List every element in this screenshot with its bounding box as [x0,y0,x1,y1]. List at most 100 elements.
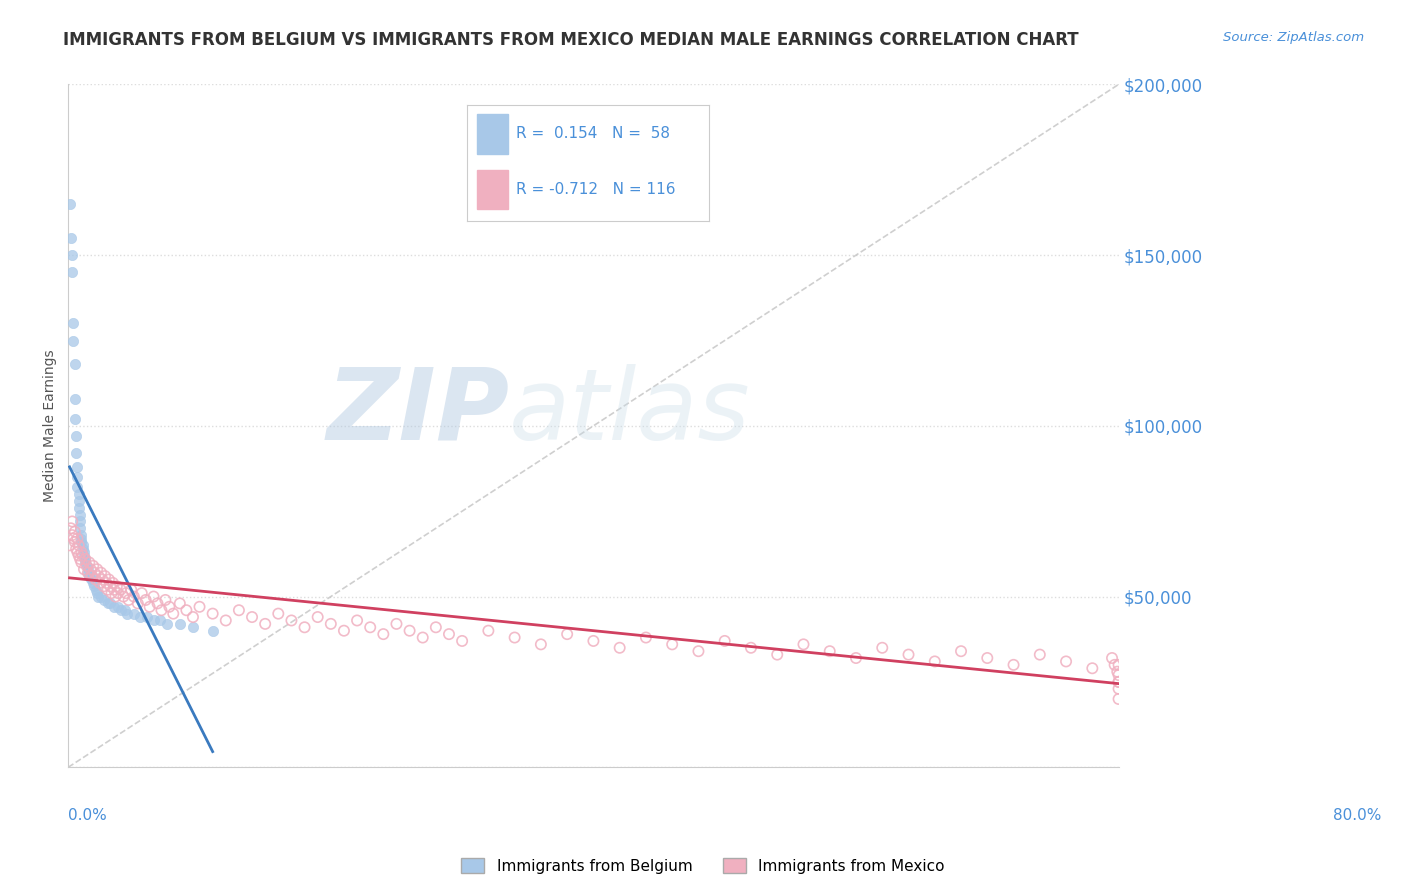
Point [90,590,112,604]
Point [555,627,578,641]
Point [950,644,973,658]
Point [101,575,124,590]
Point [766,648,789,662]
Point [1081,661,1104,675]
Point [70,545,93,559]
Point [65,429,87,443]
Point [100,586,122,600]
Point [69,515,91,529]
Point [201,607,224,621]
Point [319,616,342,631]
Point [93,593,115,607]
Point [135,593,157,607]
Point [818,644,841,658]
Point [138,599,160,614]
Point [634,631,657,645]
Point [58,197,80,211]
Point [142,614,165,628]
Point [146,596,169,610]
Point [73,545,96,559]
Point [66,470,89,484]
Point [82,575,104,590]
Point [181,610,204,624]
Point [84,573,107,587]
Point [792,637,814,651]
Point [86,586,108,600]
Point [181,620,204,634]
Point [112,590,135,604]
Point [114,603,136,617]
Point [105,579,128,593]
Point [1107,665,1129,679]
Point [103,582,125,597]
Point [398,624,420,638]
Point [437,627,460,641]
Point [66,545,89,559]
Point [96,575,118,590]
Point [162,607,184,621]
Point [70,532,93,546]
Point [110,582,132,597]
Point [97,573,120,587]
Point [1002,657,1025,672]
Point [110,603,132,617]
Point [65,446,87,460]
Point [870,640,893,655]
Point [254,616,277,631]
Point [84,582,107,597]
Point [373,627,395,641]
Point [897,648,920,662]
Legend: Immigrants from Belgium, Immigrants from Mexico: Immigrants from Belgium, Immigrants from… [456,852,950,880]
Point [1108,674,1130,689]
Point [688,644,710,658]
Point [65,541,87,556]
Point [1108,681,1130,696]
Point [72,541,94,556]
Point [67,500,90,515]
Point [77,566,100,580]
Point [62,334,84,348]
Point [69,508,91,522]
Point [97,582,120,597]
Point [79,562,101,576]
Point [77,569,100,583]
Point [77,566,100,580]
Point [60,248,83,262]
Point [1108,657,1130,672]
Point [156,616,179,631]
Point [924,655,946,669]
Point [80,573,103,587]
Point [66,480,89,494]
Point [67,549,90,563]
Point [150,603,173,617]
Point [67,494,90,508]
Point [267,607,290,621]
Point [66,459,89,474]
Point [1108,668,1130,682]
Point [976,651,998,665]
Point [63,524,86,539]
Point [70,535,93,549]
Text: 0.0%: 0.0% [69,808,107,823]
Point [87,590,110,604]
Point [63,412,86,426]
Point [240,610,263,624]
Point [107,599,129,614]
Point [69,521,91,535]
Point [117,607,139,621]
Point [149,614,172,628]
Point [201,624,224,638]
Point [72,538,94,552]
Point [69,552,91,566]
Point [91,573,114,587]
Point [86,562,108,576]
Point [169,596,191,610]
Point [62,317,84,331]
Point [58,538,80,552]
Point [75,552,97,566]
Y-axis label: Median Male Earnings: Median Male Earnings [44,350,58,502]
Point [75,556,97,570]
Point [115,586,138,600]
Point [70,528,93,542]
Point [104,590,127,604]
